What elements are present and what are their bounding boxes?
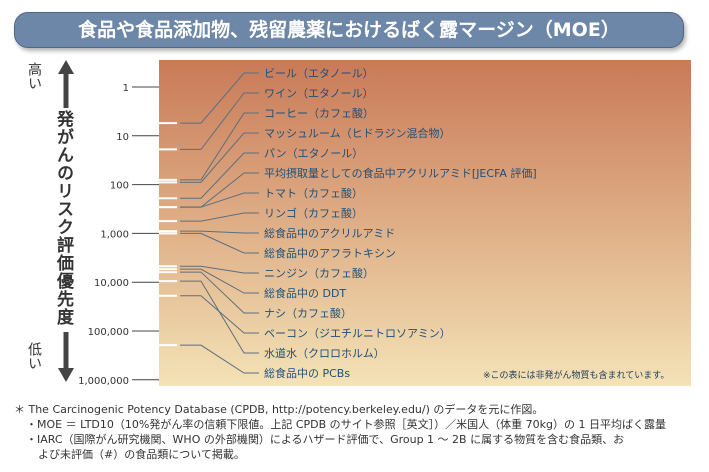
leader-line bbox=[180, 295, 259, 334]
moe-chart: 1 10 100 1,000 10,000 100,000 1,000,000 ビール（エタノ… bbox=[58, 60, 691, 387]
item-label: 総食品中の DDT bbox=[264, 286, 346, 300]
leader-line bbox=[180, 271, 259, 314]
footnote: ＊ The Carcinogenic Potency Database (CPD… bbox=[14, 403, 544, 416]
tick-label: 1,000,000 bbox=[78, 376, 129, 387]
tick-label: 100 bbox=[110, 181, 129, 192]
low-label: 低い bbox=[26, 342, 42, 370]
item-label: 水道水（クロロホルム） bbox=[264, 346, 385, 360]
item-label: リンゴ（カフェ酸） bbox=[264, 206, 363, 220]
item-label: パン（エタノール） bbox=[264, 147, 363, 160]
chart-title: 食品や食品添加物、残留農薬におけるばく露マージン（MOE） bbox=[14, 12, 684, 48]
leader-line bbox=[180, 268, 259, 294]
item-label: ベーコン（ジエチルニトロソアミン） bbox=[264, 327, 451, 340]
leader-line bbox=[180, 152, 259, 199]
item-label: 総食品中のアクリルアミド bbox=[264, 226, 395, 240]
footnote: よび未評価（#）の食品類について掲載。 bbox=[38, 448, 245, 461]
leader-line bbox=[180, 72, 259, 124]
leader-line bbox=[180, 92, 259, 150]
item-label: トマト（カフェ酸） bbox=[264, 186, 363, 200]
down-arrow-icon bbox=[58, 332, 74, 382]
item-label: 総食品中の PCBs bbox=[264, 366, 350, 380]
leader-line bbox=[180, 344, 259, 374]
tick-label: 100,000 bbox=[88, 327, 129, 338]
footnote: ・MOE ＝ LTD10（10%発がん率の信頼下限値。上記 CPDB のサイト参… bbox=[26, 418, 667, 431]
footnote: ・IARC（国際がん研究機関、WHO の外部機関）によるハザード評価で、Grou… bbox=[26, 433, 625, 446]
leader-line bbox=[180, 132, 259, 183]
item-label: ナシ（カフェ酸） bbox=[264, 306, 352, 320]
tick-label: 1,000 bbox=[100, 229, 129, 240]
item-label: マッシュルーム（ヒドラジン混合物） bbox=[264, 126, 450, 140]
item-label: ビール（エタノール） bbox=[264, 67, 374, 80]
item-label: ニンジン（カフェ酸） bbox=[264, 266, 374, 280]
leader-line bbox=[180, 112, 259, 181]
leader-line bbox=[180, 265, 259, 274]
tick-label: 1 bbox=[123, 83, 129, 94]
leader-line bbox=[180, 232, 259, 254]
item-label: ワイン（エタノール） bbox=[264, 87, 374, 100]
item-label: コーヒー（カフェ酸） bbox=[264, 106, 374, 120]
high-label: 高い bbox=[26, 62, 42, 90]
leader-line bbox=[180, 280, 259, 354]
chart-background bbox=[159, 60, 691, 386]
item-label: 総食品中のアフラトキシン bbox=[264, 246, 396, 260]
leader-line bbox=[180, 212, 259, 222]
item-label: 平均摂取量としての食品中アクリルアミド[JECFA 評価] bbox=[264, 166, 537, 180]
tick-label: 10,000 bbox=[94, 278, 129, 289]
tick-label: 10 bbox=[116, 132, 129, 143]
up-arrow-icon bbox=[58, 60, 74, 108]
axis-label: 発がんのリスク評価優先度 bbox=[53, 110, 73, 326]
note: ※この表には非発がん物質も含まれています。 bbox=[483, 371, 670, 381]
footnotes: ＊ The Carcinogenic Potency Database (CPD… bbox=[14, 402, 704, 462]
leader-line bbox=[180, 192, 259, 208]
leader-line bbox=[180, 230, 259, 234]
